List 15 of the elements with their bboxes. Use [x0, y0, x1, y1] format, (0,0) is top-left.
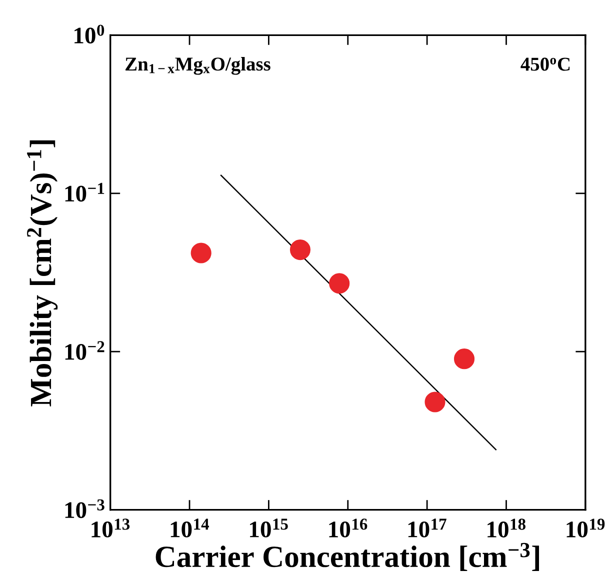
y-tick-label: 10$^{0}$ [74, 24, 104, 44]
x-tick-label: 10$^{17}$ [408, 518, 446, 538]
x-tick-label: 10$^{16}$ [329, 518, 368, 538]
y-axis-title: Mobility [cm$^{2}$(Vs)$^{−1}$] [27, 140, 58, 406]
x-tick-label: 10$^{18}$ [488, 518, 526, 538]
annotation: 450$^{o}$C [520, 58, 570, 71]
annotation: Zn$_{1−x}$Mg$_{x}$O/glass [126, 56, 270, 75]
x-tick-label: 10$^{14}$ [170, 518, 209, 538]
y-tick-label: 10$^{−3}$ [65, 499, 104, 518]
x-tick-label: 10$^{19}$ [566, 518, 605, 538]
x-tick-label: 10$^{15}$ [250, 518, 288, 538]
y-tick-label: 10$^{−1}$ [65, 182, 104, 202]
x-tick-label: 10$^{13}$ [92, 518, 130, 538]
y-tick-label: 10$^{−2}$ [65, 341, 104, 360]
x-axis-title: Carrier Concentration [cm$^{−3}$] [156, 542, 539, 571]
